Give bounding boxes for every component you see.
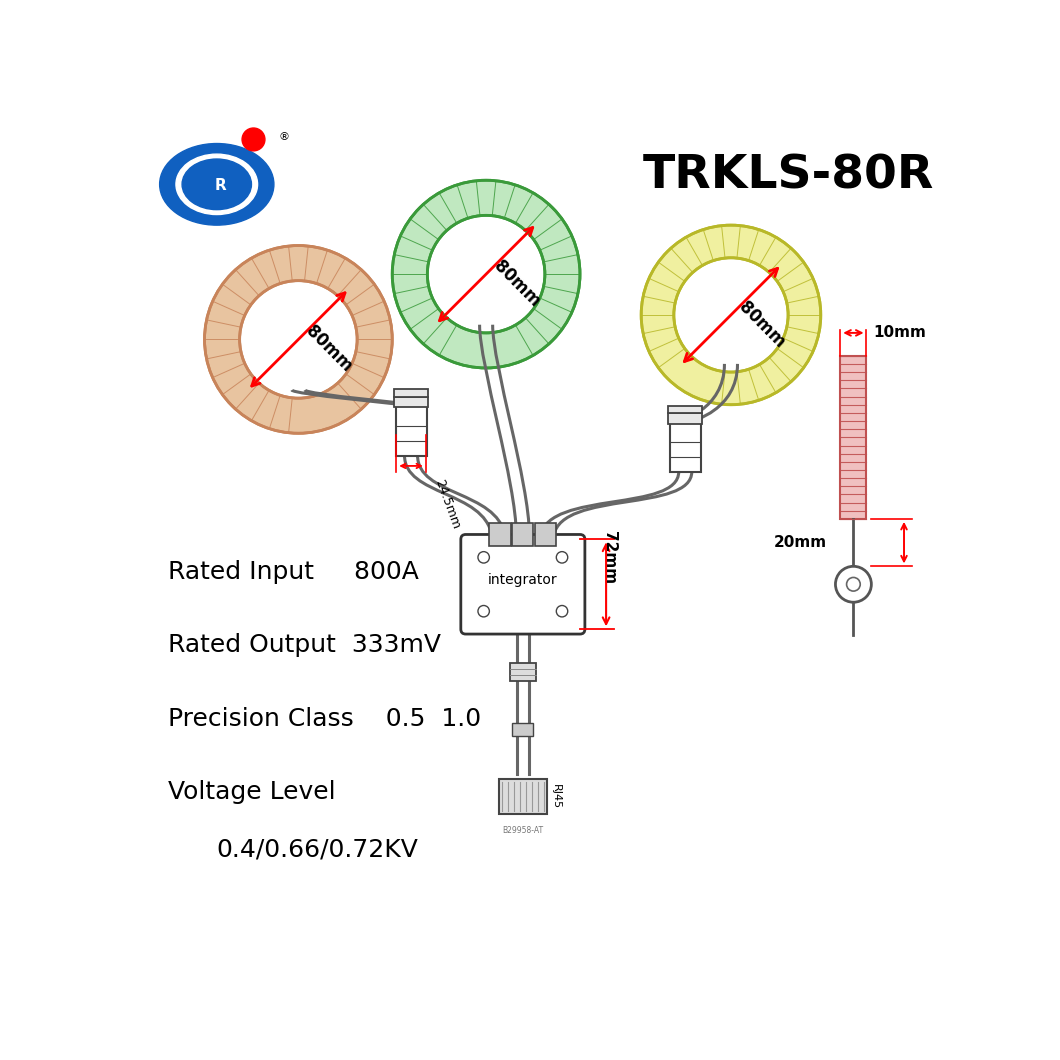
Text: 20mm: 20mm <box>774 535 827 550</box>
Wedge shape <box>641 225 820 405</box>
Text: B29958-AT: B29958-AT <box>502 826 544 835</box>
Bar <box>490 523 511 546</box>
Text: R: R <box>215 178 227 194</box>
Ellipse shape <box>176 154 258 214</box>
Bar <box>510 662 536 681</box>
Bar <box>669 406 702 413</box>
Text: 72mm: 72mm <box>602 531 617 584</box>
Bar <box>394 396 428 407</box>
Bar <box>841 356 866 519</box>
Text: TRKLS-80R: TRKLS-80R <box>642 154 934 198</box>
Bar <box>669 413 702 424</box>
Text: 0.4/0.66/0.72KV: 0.4/0.66/0.72KV <box>217 837 419 862</box>
Text: Voltage Level: Voltage Level <box>167 780 335 805</box>
Text: 10mm: 10mm <box>873 325 925 340</box>
Bar <box>512 523 533 546</box>
Text: Rated Input     800A: Rated Input 800A <box>167 560 419 584</box>
FancyBboxPatch shape <box>395 406 426 456</box>
Text: ®: ® <box>278 132 289 142</box>
Text: Precision Class    0.5  1.0: Precision Class 0.5 1.0 <box>167 707 481 731</box>
Bar <box>499 778 547 814</box>
Wedge shape <box>392 180 580 368</box>
Text: Rated Output  333mV: Rated Output 333mV <box>167 634 441 657</box>
Bar <box>535 523 556 546</box>
Circle shape <box>242 128 265 151</box>
Text: 80mm: 80mm <box>302 322 356 376</box>
Text: RJ45: RJ45 <box>550 784 561 809</box>
Ellipse shape <box>160 143 273 225</box>
FancyBboxPatch shape <box>670 422 701 473</box>
Ellipse shape <box>182 159 251 210</box>
Circle shape <box>847 578 861 591</box>
Bar <box>394 389 428 396</box>
Circle shape <box>835 566 871 602</box>
Text: 80mm: 80mm <box>736 298 789 352</box>
Text: 24.5mm: 24.5mm <box>432 477 462 531</box>
FancyBboxPatch shape <box>461 534 585 634</box>
Text: integrator: integrator <box>488 573 558 587</box>
Bar <box>512 723 533 736</box>
Circle shape <box>478 605 490 617</box>
Circle shape <box>556 605 568 617</box>
Wedge shape <box>205 246 392 434</box>
Circle shape <box>556 551 568 563</box>
Circle shape <box>478 551 490 563</box>
Text: 80mm: 80mm <box>491 258 544 311</box>
